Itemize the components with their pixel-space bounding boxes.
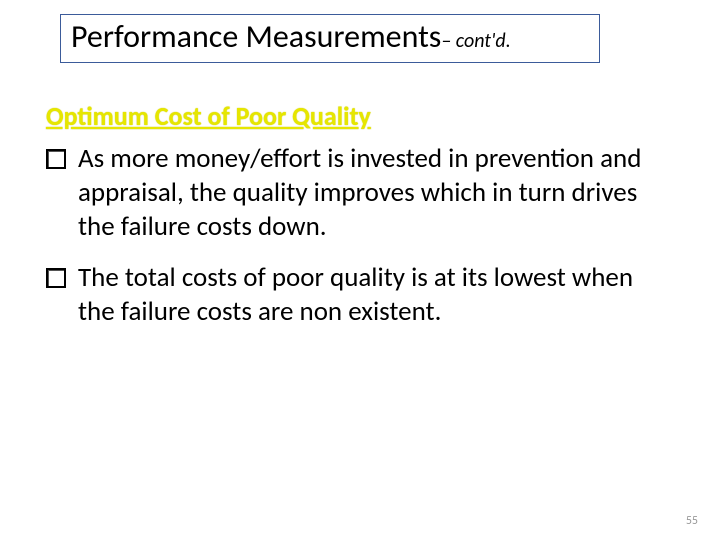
slide-title-suffix: – cont'd.: [441, 29, 510, 53]
bullet-list: As more money/effort is invested in prev…: [46, 142, 666, 347]
bullet-text: As more money/effort is invested in prev…: [78, 142, 666, 243]
slide: Performance Measurements– cont'd. Optimu…: [0, 0, 720, 540]
slide-title-box: Performance Measurements– cont'd.: [60, 14, 600, 63]
section-heading: Optimum Cost of Poor Quality: [46, 100, 371, 132]
bullet-text: The total costs of poor quality is at it…: [78, 261, 666, 329]
list-item: As more money/effort is invested in prev…: [46, 142, 666, 243]
square-bullet-icon: [46, 268, 66, 288]
page-number: 55: [686, 514, 698, 528]
slide-title-main: Performance Measurements: [71, 17, 441, 56]
list-item: The total costs of poor quality is at it…: [46, 261, 666, 329]
square-bullet-icon: [46, 149, 66, 169]
